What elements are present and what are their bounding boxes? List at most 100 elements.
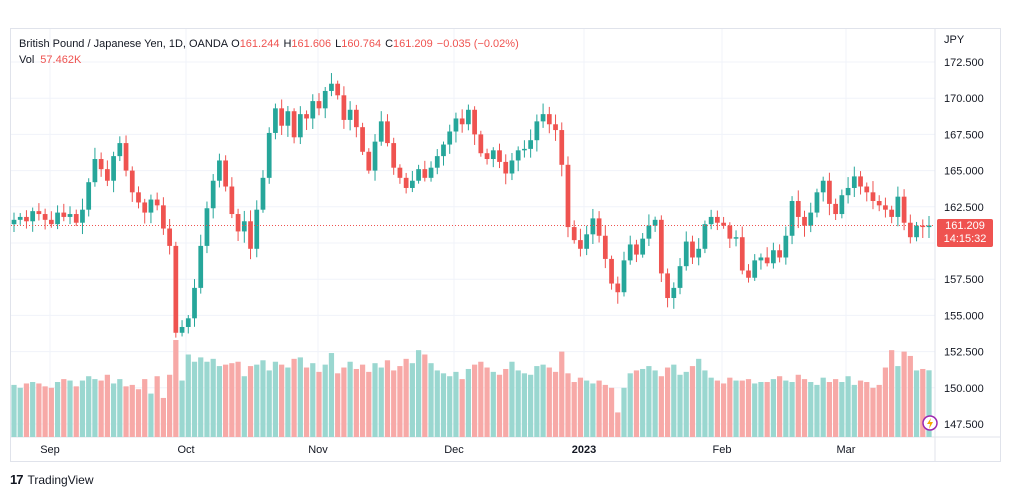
symbol-title[interactable]: British Pound / Japanese Yen, 1D, OANDA xyxy=(19,38,229,50)
time-tick-label: Nov xyxy=(308,444,328,456)
candle-body xyxy=(279,108,285,126)
candle-body xyxy=(627,244,633,261)
volume-bar xyxy=(447,376,453,437)
candle-body xyxy=(503,161,509,174)
volume-bar xyxy=(534,366,540,437)
volume-bar xyxy=(160,397,167,437)
candle-body xyxy=(329,83,334,91)
volume-bar xyxy=(926,370,932,437)
candle-body xyxy=(615,283,621,293)
candle-body xyxy=(621,260,627,293)
candle-body xyxy=(652,219,658,226)
volume-bar xyxy=(384,360,391,437)
candle-body xyxy=(771,250,776,264)
candle-body xyxy=(472,109,477,135)
volume-bar xyxy=(559,351,565,437)
volume-bar xyxy=(266,370,272,437)
volume-bar xyxy=(776,376,783,437)
candle-body xyxy=(86,182,92,210)
time-tick-label: Feb xyxy=(713,444,732,456)
candle-body xyxy=(434,156,440,168)
candle-body xyxy=(590,218,596,235)
candle-body xyxy=(634,244,639,255)
candle-body xyxy=(403,177,409,188)
volume-bar xyxy=(198,357,204,437)
candle-body xyxy=(378,121,384,142)
candle-body xyxy=(490,150,496,160)
candle-body xyxy=(48,219,54,225)
candle-body xyxy=(459,118,465,125)
candle-body xyxy=(142,202,148,213)
candle-body xyxy=(808,212,814,226)
candle-body xyxy=(154,199,160,206)
candle-body xyxy=(372,141,378,171)
volume-bar xyxy=(241,376,247,437)
volume-bar xyxy=(671,364,677,437)
candle-body xyxy=(845,187,851,196)
candle-body xyxy=(235,214,241,232)
volume-bar xyxy=(73,386,79,437)
candle-body xyxy=(907,222,913,238)
candle-body xyxy=(55,212,60,225)
volume-bar xyxy=(801,379,808,437)
volume-bar xyxy=(727,377,733,437)
price-tick-label: 152.500 xyxy=(944,347,984,359)
price-tick-label: 147.500 xyxy=(944,419,984,431)
volume-bar xyxy=(341,367,347,437)
volume-bar xyxy=(677,374,683,437)
last-price-badge: 161.209 14:15:32 xyxy=(937,219,993,247)
candle-body xyxy=(167,228,172,246)
volume-bar xyxy=(839,382,845,437)
volume-bar xyxy=(92,379,98,437)
volume-bar xyxy=(615,412,621,437)
candle-body xyxy=(715,216,720,223)
candle-body xyxy=(123,143,129,171)
candle-body xyxy=(795,201,801,217)
candle-body xyxy=(148,199,154,213)
volume-bar xyxy=(297,357,303,437)
candle-body xyxy=(509,160,515,174)
volume-bar xyxy=(335,373,341,437)
candle-body xyxy=(739,237,745,271)
candle-body xyxy=(254,209,260,249)
tradingview-brand[interactable]: 17 TradingView xyxy=(10,472,94,487)
volume-bar xyxy=(652,370,658,437)
volume-bar xyxy=(845,376,851,437)
volume-bar xyxy=(608,387,615,437)
volume-bar xyxy=(322,364,328,437)
candle-body xyxy=(248,221,253,249)
volume-bar xyxy=(577,377,584,437)
low-label: L xyxy=(335,38,342,50)
candle-body xyxy=(658,219,664,274)
candle-body xyxy=(117,143,123,157)
volume-bar xyxy=(664,367,671,437)
candle-body xyxy=(304,114,309,119)
candle-body xyxy=(690,241,695,258)
volume-bar xyxy=(857,380,864,437)
volume-bar xyxy=(702,370,708,437)
candle-body xyxy=(347,109,353,120)
candle-body xyxy=(497,150,502,162)
candle-body xyxy=(584,234,590,249)
volume-bar xyxy=(254,364,260,437)
volume-bar xyxy=(833,379,839,437)
volume-bar xyxy=(67,380,73,437)
candle-body xyxy=(540,114,546,122)
volume-bar xyxy=(490,371,496,437)
volume-bar xyxy=(459,379,465,437)
volume-bar xyxy=(764,382,770,437)
volume-bar xyxy=(191,361,198,437)
volume-bar xyxy=(154,376,160,437)
volume-bar xyxy=(496,374,503,437)
volume-bar xyxy=(509,361,515,437)
volume-bar xyxy=(633,370,640,437)
volume-bar xyxy=(378,367,384,437)
candle-body xyxy=(316,101,322,109)
volume-bar xyxy=(142,379,148,437)
volume-bar xyxy=(571,382,577,437)
candle-body xyxy=(422,169,428,178)
candle-body xyxy=(447,131,453,145)
volume-bar xyxy=(689,366,696,437)
price-tick-label: 165.000 xyxy=(944,166,984,178)
